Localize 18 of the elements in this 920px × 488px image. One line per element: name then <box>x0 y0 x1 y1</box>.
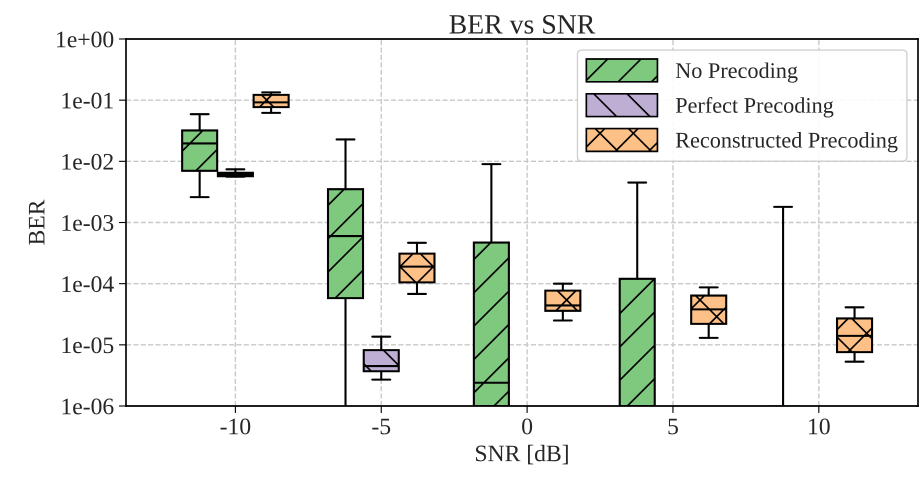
legend-label: Perfect Precoding <box>676 97 834 118</box>
x-tick-label: 10 <box>809 418 830 434</box>
x-axis-title: SNR [dB] <box>476 444 568 464</box>
x-tick-label: 5 <box>668 418 678 434</box>
x-tick-label: -5 <box>372 418 390 434</box>
chart-title: BER vs SNR <box>449 15 596 34</box>
y-tick-label: 1e-06 <box>62 398 114 414</box>
y-tick-label: 1e+00 <box>57 31 114 48</box>
y-tick-label: 1e-05 <box>62 337 114 354</box>
y-tick-label: 1e-01 <box>62 92 113 109</box>
y-tick-label: 1e-02 <box>62 154 113 170</box>
x-tick-label: 0 <box>522 418 532 434</box>
y-axis-title: BER <box>28 200 44 245</box>
legend-label: Reconstructed Precoding <box>676 132 898 152</box>
x-tick-label: -10 <box>220 418 250 434</box>
legend-label: No Precoding <box>676 62 798 83</box>
y-tick-label: 1e-04 <box>62 276 114 292</box>
y-tick-label: 1e-03 <box>62 214 114 231</box>
